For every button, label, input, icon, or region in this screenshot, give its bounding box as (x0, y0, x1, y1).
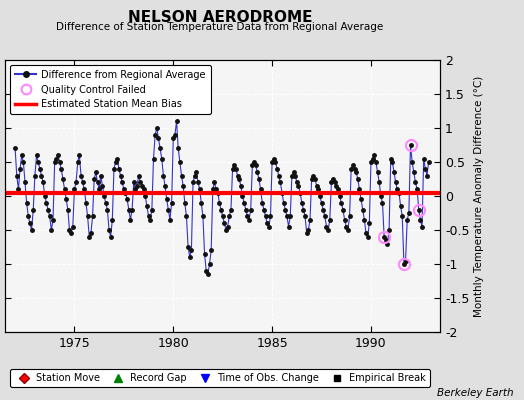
Text: NELSON AERODROME: NELSON AERODROME (128, 10, 312, 25)
Text: Difference of Station Temperature Data from Regional Average: Difference of Station Temperature Data f… (57, 22, 384, 32)
Y-axis label: Monthly Temperature Anomaly Difference (°C): Monthly Temperature Anomaly Difference (… (474, 75, 484, 317)
Legend: Difference from Regional Average, Quality Control Failed, Estimated Station Mean: Difference from Regional Average, Qualit… (10, 65, 211, 114)
Text: Berkeley Earth: Berkeley Earth (437, 388, 514, 398)
Legend: Station Move, Record Gap, Time of Obs. Change, Empirical Break: Station Move, Record Gap, Time of Obs. C… (10, 369, 430, 387)
